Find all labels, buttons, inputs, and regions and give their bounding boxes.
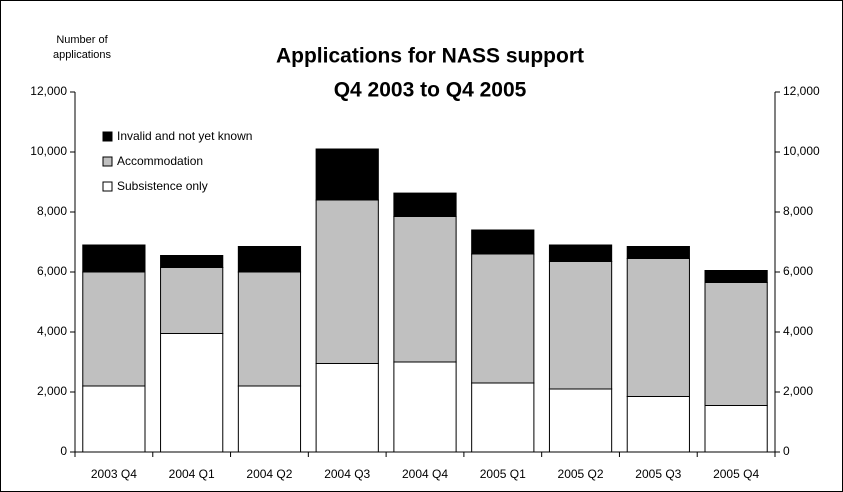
- bar-segment: [471, 229, 535, 255]
- bar-segment: [160, 255, 224, 268]
- y-tick-label: 6,000: [37, 264, 67, 278]
- bar-segment: [160, 333, 224, 453]
- bar-segment: [315, 363, 379, 453]
- bar-segment: [626, 396, 690, 453]
- x-tick-label: 2004 Q2: [246, 467, 292, 481]
- x-tick-label: 2004 Q3: [324, 467, 370, 481]
- bar-segment: [82, 244, 146, 273]
- y-tick-label: 2,000: [37, 384, 67, 398]
- bar-segment: [315, 148, 379, 201]
- y-tick-label: 4,000: [37, 324, 67, 338]
- bar-segment: [237, 271, 302, 387]
- bar-segment: [704, 405, 768, 453]
- legend-swatch: [102, 131, 113, 142]
- y2-tick-label: 0: [783, 444, 790, 458]
- x-tick-label: 2004 Q4: [402, 467, 448, 481]
- chart-subtitle: Q4 2003 to Q4 2005: [334, 79, 527, 102]
- bar-segment: [237, 246, 302, 273]
- legend-swatch: [102, 181, 113, 192]
- bar-segment: [393, 192, 457, 218]
- chart-title: Applications for NASS support: [276, 45, 584, 68]
- legend-label: Invalid and not yet known: [117, 129, 252, 143]
- y-label: Number of: [56, 34, 108, 46]
- bar-segment: [471, 253, 535, 384]
- x-tick-label: 2005 Q1: [480, 467, 526, 481]
- y2-tick-label: 12,000: [783, 84, 820, 98]
- bar-segment: [471, 382, 535, 453]
- bar-segment: [82, 271, 146, 387]
- bar-segment: [548, 244, 613, 262]
- y2-tick-label: 10,000: [783, 144, 820, 158]
- legend-swatch: [102, 156, 113, 167]
- bar-segment: [82, 385, 146, 453]
- bar-segment: [393, 216, 457, 363]
- bar-segment: [548, 261, 613, 390]
- y-tick-label: 10,000: [30, 144, 67, 158]
- x-tick-label: 2005 Q3: [635, 467, 681, 481]
- y2-tick-label: 6,000: [783, 264, 813, 278]
- x-tick-label: 2005 Q4: [713, 467, 759, 481]
- y-tick-label: 12,000: [30, 84, 67, 98]
- bar-segment: [704, 270, 768, 283]
- bar-segment: [315, 199, 379, 364]
- y-label: applications: [53, 49, 112, 61]
- y2-tick-label: 8,000: [783, 204, 813, 218]
- y2-tick-label: 2,000: [783, 384, 813, 398]
- bar-segment: [160, 267, 224, 334]
- y2-tick-label: 4,000: [783, 324, 813, 338]
- bar-segment: [548, 388, 613, 453]
- bar-segment: [237, 385, 302, 453]
- y-tick-label: 8,000: [37, 204, 67, 218]
- x-tick-label: 2003 Q4: [91, 467, 137, 481]
- y-tick-label: 0: [60, 444, 67, 458]
- bar-segment: [393, 361, 457, 453]
- x-tick-label: 2005 Q2: [558, 467, 604, 481]
- bar-segment: [626, 258, 690, 397]
- x-tick-label: 2004 Q1: [169, 467, 215, 481]
- legend-label: Accommodation: [117, 154, 203, 168]
- bar-segment: [704, 282, 768, 406]
- legend-label: Subsistence only: [117, 179, 208, 193]
- bar-segment: [626, 246, 690, 259]
